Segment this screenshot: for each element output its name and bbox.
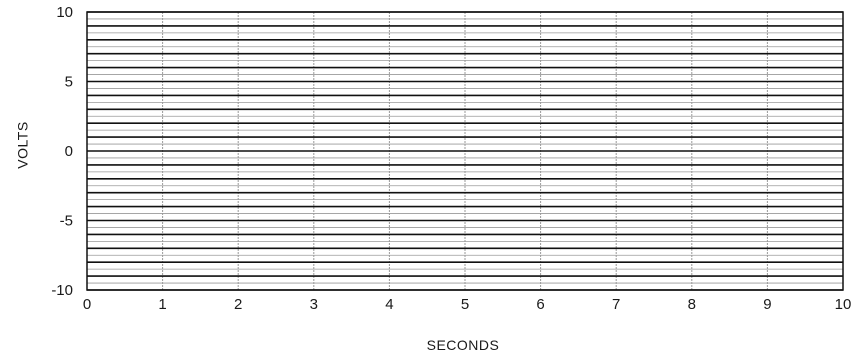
x-tick-label-4: 4 <box>385 296 393 313</box>
x-tick-label-2: 2 <box>234 296 242 313</box>
y-axis-ticks: 10 5 0 -5 -10 <box>51 4 73 299</box>
x-tick-label-7: 7 <box>612 296 620 313</box>
x-tick-label-3: 3 <box>310 296 318 313</box>
y-tick-label-3: -5 <box>60 213 73 230</box>
x-tick-label-0: 0 <box>83 296 91 313</box>
x-axis-label: SECONDS <box>427 337 500 353</box>
x-tick-label-5: 5 <box>461 296 469 313</box>
y-tick-label-2: 0 <box>65 143 73 160</box>
y-tick-label-1: 5 <box>65 74 73 91</box>
y-tick-label-4: -10 <box>51 282 73 299</box>
x-tick-label-9: 9 <box>763 296 771 313</box>
plot-frame <box>86 11 844 291</box>
y-axis-label: VOLTS <box>15 121 31 168</box>
x-tick-label-10: 10 <box>835 296 852 313</box>
series-lines <box>87 11 843 291</box>
x-tick-label-8: 8 <box>688 296 696 313</box>
x-tick-label-1: 1 <box>158 296 166 313</box>
y-tick-label-0: 10 <box>56 4 73 21</box>
x-tick-label-6: 6 <box>536 296 544 313</box>
x-axis-ticks: 0 1 2 3 4 5 6 7 8 9 10 <box>83 296 852 313</box>
